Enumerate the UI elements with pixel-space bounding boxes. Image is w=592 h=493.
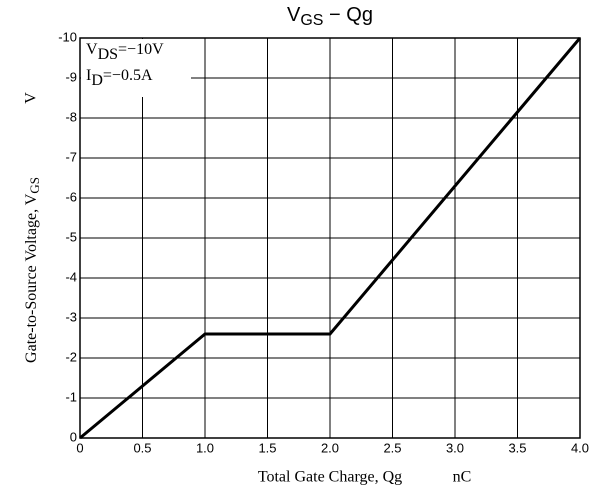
x-tick-label: 2.0 [321, 440, 339, 455]
y-tick-label: -5 [65, 229, 77, 244]
y-tick-label: -8 [65, 109, 77, 124]
data-line [79, 37, 582, 440]
annotation: VDS=−10V [86, 41, 164, 63]
x-axis-label: Total Gate Charge, Qg [258, 469, 402, 486]
y-tick-label: -7 [65, 149, 77, 164]
x-tick-label: 1.5 [258, 440, 276, 455]
x-tick-label: 4.0 [571, 440, 589, 455]
y-tick-label: -1 [65, 389, 77, 404]
annotation-part: V [86, 41, 98, 58]
title-part: − Qg [323, 4, 372, 26]
plot-frame [79, 37, 581, 439]
y-axis-unit: V [23, 92, 40, 104]
y-tick-label: 0 [70, 429, 77, 444]
y-label-sub: GS [27, 177, 42, 194]
x-tick-label: 0 [76, 440, 83, 455]
annotation-part: I [86, 67, 91, 84]
annotation: ID=−0.5A [86, 67, 153, 89]
x-tick-label: 0.5 [133, 440, 151, 455]
annotation-box [81, 39, 191, 97]
y-axis-label: Gate-to-Source Voltage, VGS [23, 177, 42, 363]
x-tick-label: 2.5 [383, 440, 401, 455]
y-label-part: Gate-to-Source Voltage, V [23, 193, 40, 363]
x-axis-unit: nC [453, 469, 472, 486]
y-tick-label: -3 [65, 309, 77, 324]
y-tick-label: -2 [65, 349, 77, 364]
annotation-part: =−10V [118, 41, 164, 58]
title-part: V [287, 4, 301, 26]
annotation-sub: D [91, 72, 103, 89]
annotation-part: =−0.5A [103, 67, 153, 84]
y-tick-label: -4 [65, 269, 77, 284]
annotation-sub: DS [98, 46, 118, 63]
x-tick-label: 3.5 [508, 440, 526, 455]
y-tick-label: -10 [58, 29, 77, 44]
y-tick-label: -6 [65, 189, 77, 204]
chart-title: VGS − Qg [287, 4, 373, 29]
title-sub: GS [300, 12, 323, 29]
x-tick-label: 1.0 [196, 440, 214, 455]
y-tick-label: -9 [65, 69, 77, 84]
x-tick-label: 3.0 [446, 440, 464, 455]
